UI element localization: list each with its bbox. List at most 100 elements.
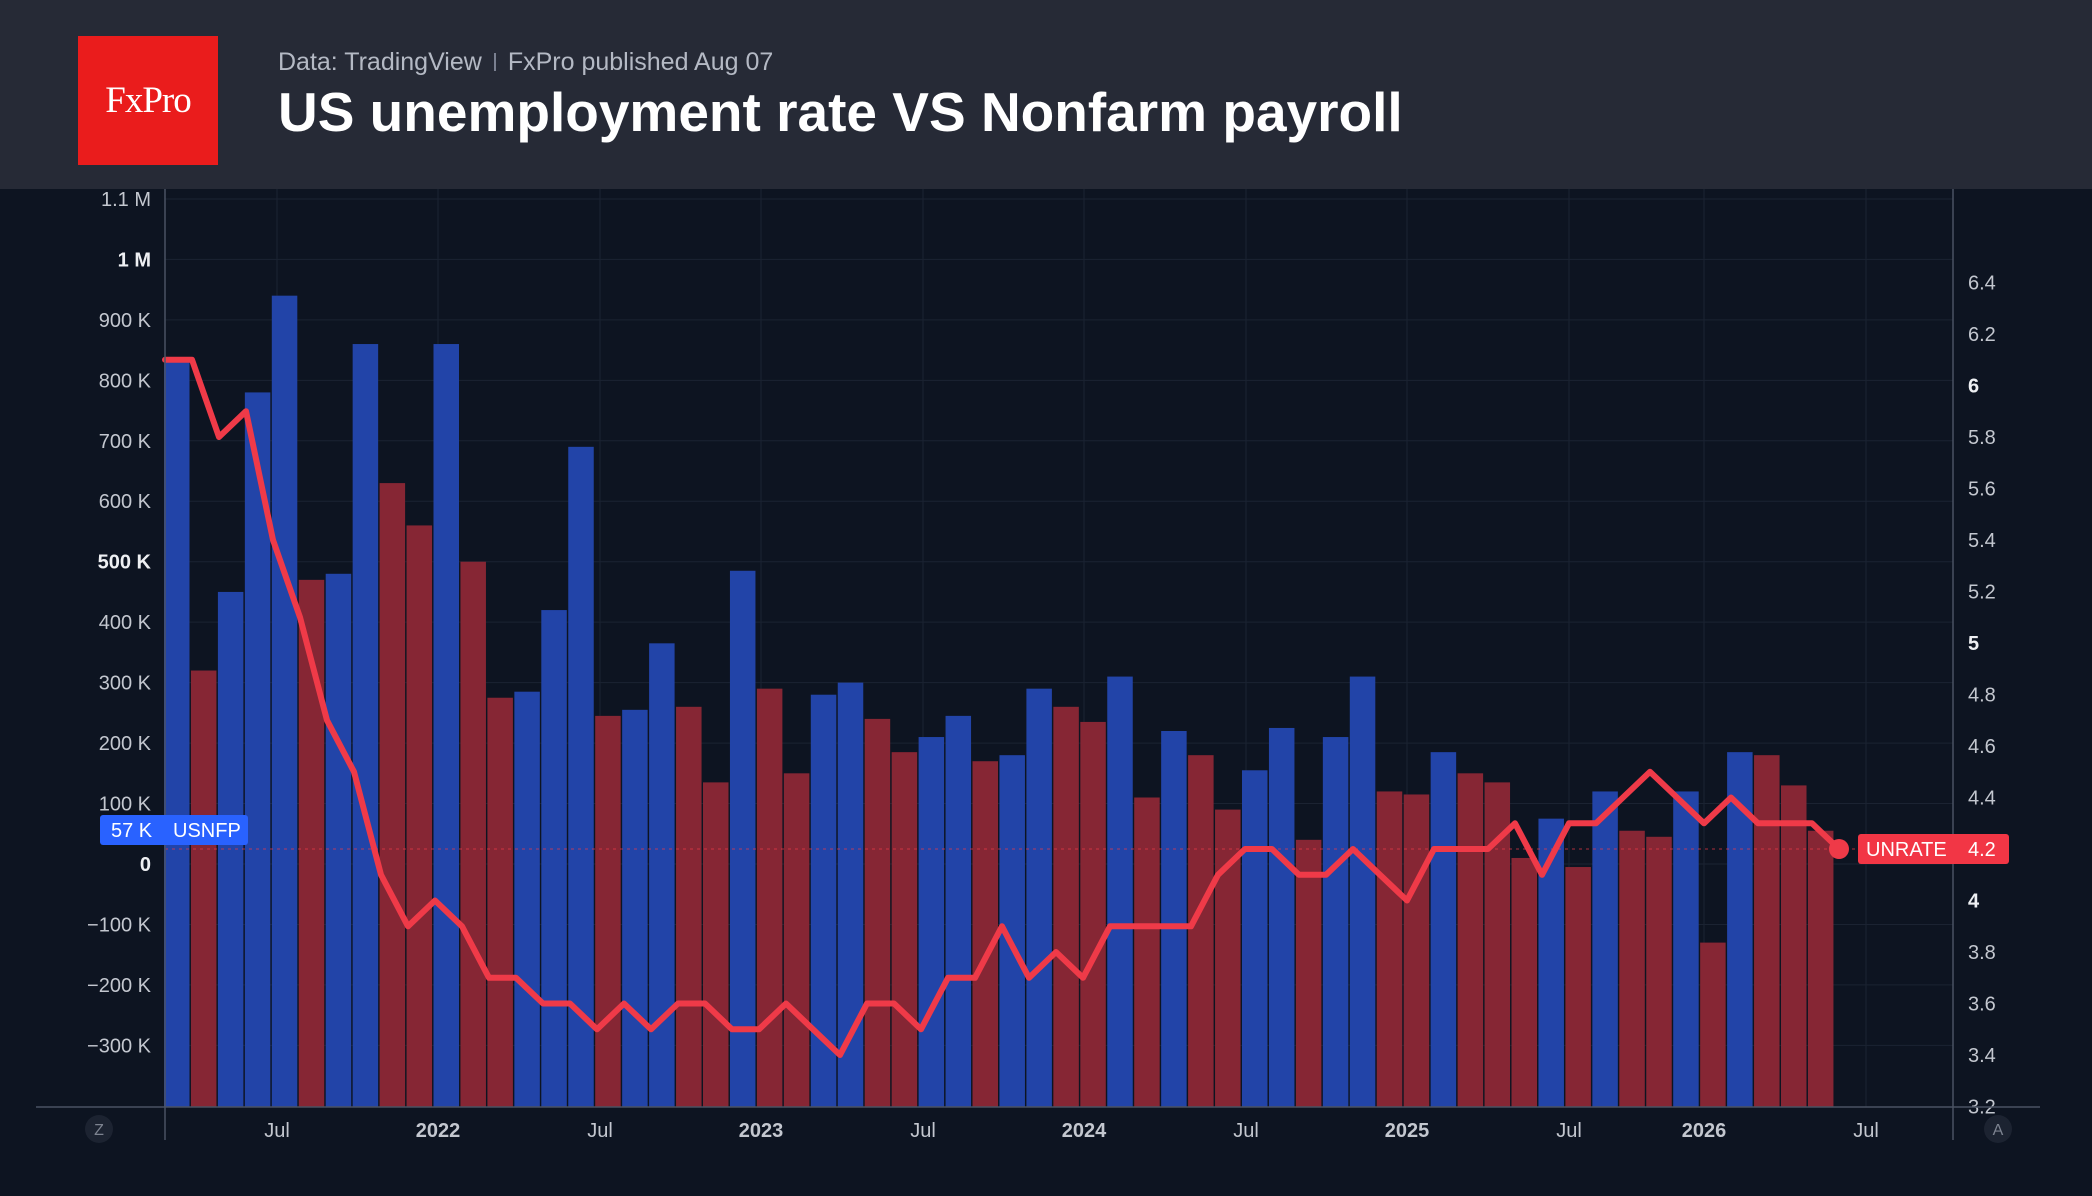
- bar: [487, 697, 513, 1107]
- bar: [164, 362, 190, 1107]
- right-axis-tick: 5.2: [1968, 582, 1996, 604]
- bar: [1080, 721, 1106, 1107]
- right-axis-tick: 4: [1968, 891, 1980, 913]
- header-bar: FxPro Data: TradingView FxPro published A…: [0, 0, 2092, 189]
- left-axis-tick: 100 K: [99, 794, 152, 816]
- unrate-line: [162, 356, 1842, 1058]
- axes: Jul 2022 Jul 2023 Jul 2024 Jul 2025 Jul 2026 Jul 1.…: [36, 189, 2040, 1143]
- source-line: Data: TradingView FxPro published Aug 07: [278, 48, 773, 77]
- right-axis-tick: 3.6: [1968, 994, 1996, 1016]
- bar: [1430, 752, 1457, 1107]
- left-axis-tick: −200 K: [87, 975, 152, 997]
- x-tick-label: Jul: [1233, 1120, 1259, 1142]
- bar: [1107, 676, 1133, 1107]
- unrate-tag: [1858, 834, 2009, 864]
- value-tags: 57 K USNFP UNRATE 4.2: [100, 815, 2009, 864]
- bar: [1188, 755, 1214, 1107]
- bar: [756, 688, 783, 1107]
- bar: [190, 670, 217, 1107]
- right-axis-tick: 6.4: [1968, 273, 1996, 295]
- bar: [271, 295, 298, 1107]
- bar: [1349, 676, 1376, 1107]
- corner-right-label: A: [1993, 1122, 2004, 1139]
- x-tick-label: 2024: [1062, 1120, 1107, 1142]
- bar: [379, 483, 406, 1107]
- bar: [406, 525, 433, 1107]
- right-axis-tick: 6.2: [1968, 324, 1996, 346]
- bar: [1268, 727, 1295, 1107]
- left-axis-tick: −300 K: [87, 1035, 152, 1057]
- bar: [649, 643, 675, 1107]
- x-tick-label: Jul: [1853, 1120, 1879, 1142]
- bar: [1565, 867, 1591, 1107]
- bar: [514, 691, 540, 1107]
- left-axis-tick: 200 K: [99, 733, 152, 755]
- bar: [729, 570, 756, 1107]
- bar: [1026, 688, 1052, 1107]
- left-axis-tick: 300 K: [99, 673, 152, 695]
- right-axis-tick: 4.6: [1968, 736, 1996, 758]
- bar: [1053, 706, 1079, 1107]
- bar: [1322, 737, 1349, 1107]
- left-axis-tick: 1.1 M: [101, 189, 151, 211]
- bar: [1403, 794, 1430, 1107]
- bar: [703, 782, 729, 1107]
- bar: [676, 706, 702, 1107]
- bar: [433, 344, 459, 1107]
- separator: [493, 53, 496, 71]
- left-axis-tick: −100 K: [87, 914, 152, 936]
- chart-title: US unemployment rate VS Nonfarm payroll: [278, 81, 1403, 143]
- line-series-unrate: [162, 356, 1849, 1058]
- corner-right-button: [1984, 1115, 2012, 1143]
- bar: [352, 344, 379, 1107]
- x-tick-label: 2022: [416, 1120, 461, 1142]
- right-axis-tick: 4.4: [1968, 788, 1996, 810]
- right-axis-tick: 4.8: [1968, 685, 1996, 707]
- right-axis-tick: 5.6: [1968, 479, 1996, 501]
- right-axis-tick: 5.4: [1968, 530, 1996, 552]
- bar: [1592, 791, 1618, 1107]
- left-axis-tick: 500 K: [98, 552, 152, 574]
- bar: [460, 561, 486, 1107]
- right-axis-tick: 5.8: [1968, 427, 1996, 449]
- published-label: FxPro published Aug 07: [507, 48, 774, 76]
- left-axis-tick: 1 M: [118, 249, 151, 271]
- bar: [945, 715, 972, 1107]
- left-axis-tick: 400 K: [99, 612, 152, 634]
- bar: [1538, 818, 1564, 1107]
- bar: [568, 446, 594, 1107]
- x-tick-label: 2025: [1385, 1120, 1430, 1142]
- left-axis-tick: 700 K: [99, 431, 152, 453]
- bar: [1619, 830, 1645, 1107]
- left-axis-tick: 900 K: [99, 310, 152, 332]
- corner-left-label: Z: [94, 1122, 104, 1139]
- bar: [1457, 773, 1484, 1107]
- unrate-last-point: [1829, 839, 1849, 859]
- bar: [595, 715, 621, 1107]
- bar: [1646, 836, 1672, 1107]
- bar: [1295, 839, 1322, 1107]
- bar: [1781, 785, 1807, 1107]
- bar: [325, 573, 352, 1107]
- bar: [1700, 942, 1726, 1107]
- bar: [1376, 791, 1403, 1107]
- x-tick-label: Jul: [910, 1120, 936, 1142]
- unrate-tag-label: UNRATE: [1866, 839, 1947, 861]
- usnfp-tag: [100, 815, 248, 845]
- usnfp-tag-label: USNFP: [173, 820, 241, 842]
- x-tick-label: 2023: [739, 1120, 784, 1142]
- bar: [918, 737, 945, 1107]
- bar: [972, 761, 998, 1107]
- bar: [1134, 797, 1160, 1107]
- x-tick-label: Jul: [264, 1120, 290, 1142]
- left-axis-tick: 600 K: [99, 491, 152, 513]
- bar: [1673, 791, 1699, 1107]
- right-axis-tick: 6: [1968, 376, 1979, 398]
- x-tick-label: Jul: [587, 1120, 613, 1142]
- bar: [1754, 755, 1780, 1107]
- data-source-label: Data: TradingView: [278, 48, 482, 76]
- unrate-last-value: 4.2: [1968, 839, 1996, 861]
- x-tick-label: 2026: [1682, 1120, 1727, 1142]
- bar: [622, 709, 648, 1107]
